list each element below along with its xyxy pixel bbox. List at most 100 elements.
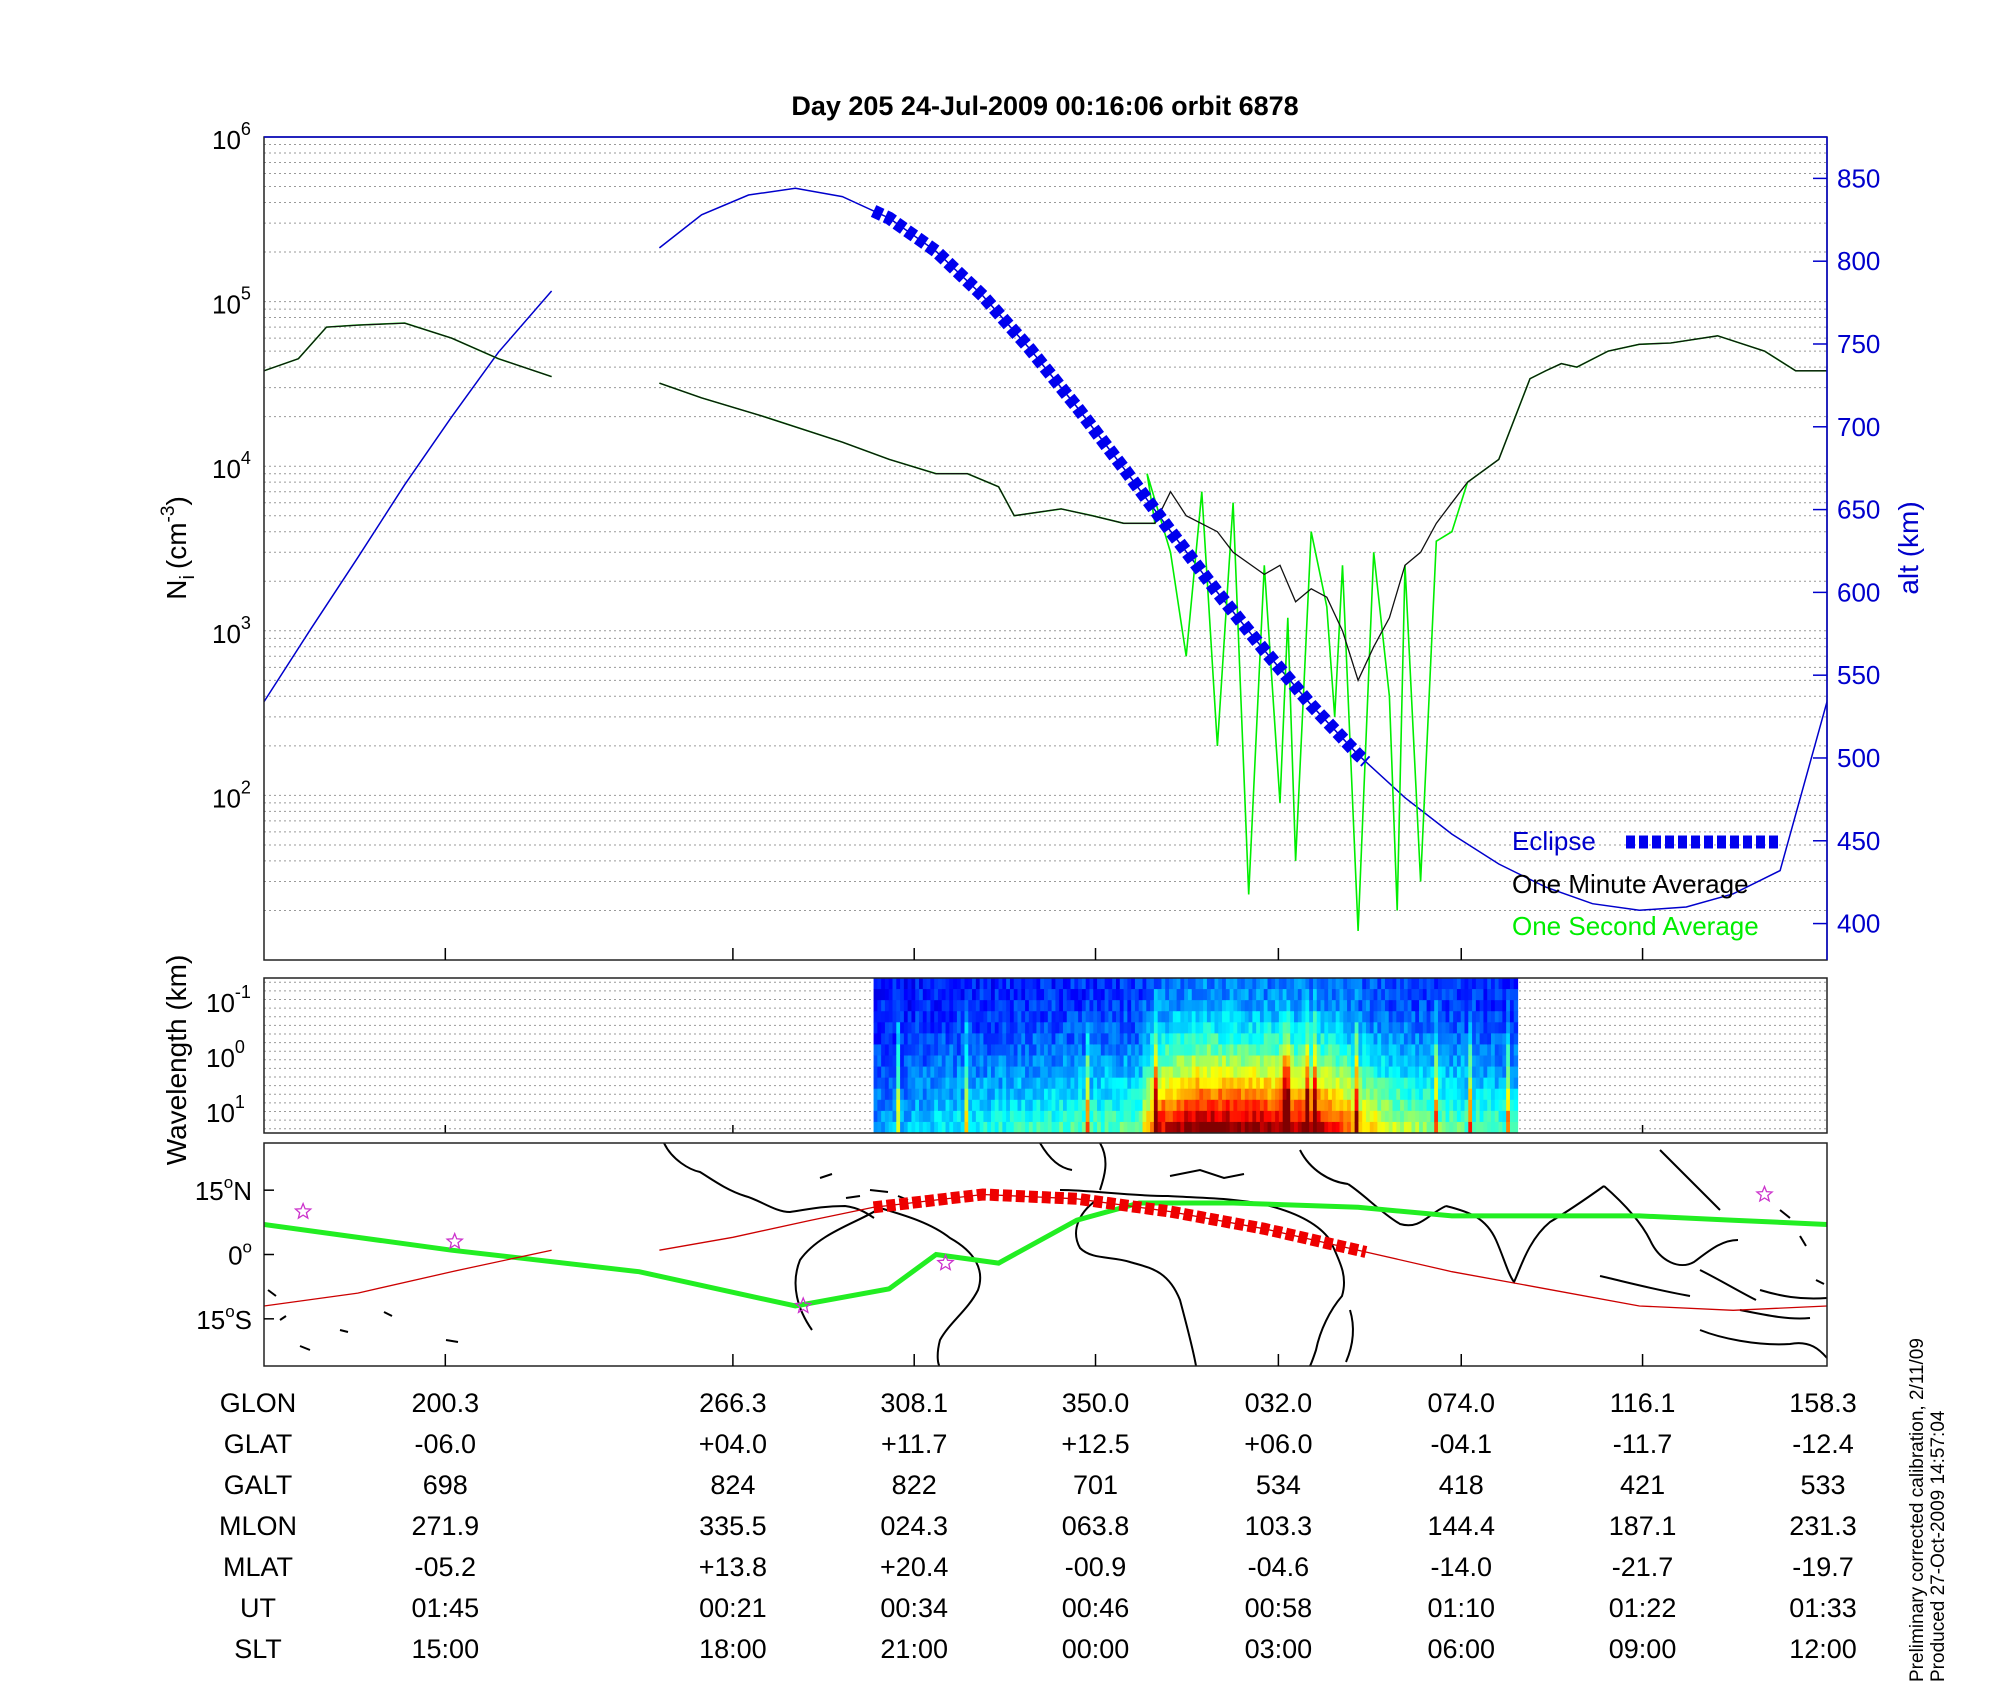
spectrogram-cell: [1172, 1099, 1178, 1112]
chart-title: Day 205 24-Jul-2009 00:16:06 orbit 6878: [791, 91, 1298, 121]
spectrogram-cell: [907, 1033, 913, 1046]
spectrogram-cell: [881, 1044, 886, 1057]
spectrogram-cell: [1275, 1066, 1280, 1079]
spectrogram-cell: [1218, 1110, 1223, 1123]
spectrogram-cell: [1320, 1000, 1325, 1012]
spectrogram-cell: [1203, 1044, 1208, 1057]
spectrogram-cell: [1479, 978, 1485, 990]
spectrogram-cell: [1358, 1022, 1363, 1034]
spectrogram-cell: [1248, 1099, 1253, 1112]
spectrogram-cell: [1210, 1011, 1216, 1023]
spectrogram-cell: [1131, 1055, 1136, 1068]
altitude-tick-label: 400: [1837, 909, 1880, 939]
spectrogram-cell: [1366, 1121, 1371, 1133]
spectrogram-cell: [1483, 989, 1488, 1001]
spectrogram-cell: [907, 1077, 913, 1090]
spectrogram-cell: [1097, 978, 1102, 990]
spectrogram-cell: [1377, 1011, 1382, 1023]
one-minute-line: [264, 322, 1827, 683]
table-cell: 024.3: [880, 1511, 948, 1541]
spectrogram-cell: [1047, 1000, 1053, 1012]
spectrogram-cell: [1494, 978, 1500, 990]
spectrogram-cell: [1297, 1011, 1303, 1023]
spectrogram-cell: [1244, 1044, 1250, 1057]
spectrogram-cell: [1169, 1044, 1174, 1057]
spectrogram-cell: [1513, 1121, 1519, 1133]
spectrogram-cell: [1316, 978, 1322, 990]
spectrogram-cell: [1040, 989, 1045, 1001]
spectrogram-cell: [1384, 1121, 1390, 1133]
spectrogram-cell: [1350, 1066, 1356, 1079]
map-tick-label: 15oN: [195, 1173, 252, 1206]
spectrogram-cell: [1203, 1121, 1208, 1133]
spectrogram-cell: [1104, 1022, 1110, 1034]
spectrogram-cell: [956, 1066, 962, 1079]
spectrogram-cell: [1081, 989, 1087, 1001]
spectrogram-cell: [1123, 1110, 1128, 1123]
spectrogram-cell: [1381, 1011, 1386, 1023]
spectrogram-cell: [1278, 1099, 1284, 1112]
spectrogram-cell: [983, 1022, 988, 1034]
spectrogram-cell: [1059, 1033, 1064, 1046]
table-cell: 09:00: [1609, 1634, 1677, 1664]
spectrogram-cell: [1487, 1077, 1492, 1090]
spectrogram-cell: [1400, 1000, 1405, 1012]
spectrogram-cell: [1396, 1088, 1401, 1101]
table-row-label: GLAT: [224, 1429, 293, 1459]
spectrogram-cell: [1191, 1110, 1197, 1123]
spectrogram-cell: [1085, 1022, 1091, 1034]
spectrogram-cell: [979, 1110, 985, 1123]
spectrogram-cell: [1112, 1022, 1117, 1034]
spectrogram-cell: [1131, 989, 1136, 1001]
calibration-note: Preliminary corrected calibration, 2/11/…: [1907, 1338, 1928, 1682]
spectrogram-cell: [1119, 1011, 1125, 1023]
spectrogram-cell: [922, 1077, 928, 1090]
spectrogram-cell: [1369, 1055, 1375, 1068]
spectrogram-cell: [1290, 1011, 1295, 1023]
spectrogram-cell: [1275, 978, 1280, 990]
spectrogram-cell: [1036, 1055, 1041, 1068]
spectrogram-cell: [960, 1110, 966, 1123]
spectrogram-cell: [1343, 1110, 1348, 1123]
spectrogram-cell: [1472, 1077, 1477, 1090]
spectrogram-cell: [1377, 1110, 1382, 1123]
table-cell: -21.7: [1612, 1552, 1674, 1582]
spectrogram-cell: [956, 1022, 962, 1034]
spectrogram-cell: [1078, 1088, 1083, 1101]
spectrogram-cell: [1498, 1110, 1503, 1123]
spectrogram-cell: [1513, 1066, 1519, 1079]
spectrogram-cell: [1456, 1066, 1462, 1079]
spectrogram-cell: [1119, 1088, 1125, 1101]
spectrogram-cell: [1403, 1121, 1409, 1133]
spectrogram-cell: [1335, 1022, 1341, 1034]
spectrogram-cell: [983, 1033, 988, 1046]
spectrogram-cell: [1422, 989, 1428, 1001]
spectrogram-cell: [1044, 1121, 1049, 1133]
spectrogram-cell: [1138, 989, 1144, 1001]
eclipse-track-line: [872, 1188, 1368, 1258]
spectrogram-cell: [1081, 1099, 1087, 1112]
spectrogram-cell: [1017, 1022, 1022, 1034]
spectrogram-cell: [884, 1000, 890, 1012]
spectrogram-cell: [1491, 1121, 1496, 1133]
spectrogram-cell: [1123, 1044, 1128, 1057]
spectrogram-cell: [1271, 1022, 1276, 1034]
spectrogram-cell: [1157, 989, 1163, 1001]
spectrogram-cell: [1059, 989, 1064, 1001]
spectrogram-cell: [1475, 989, 1481, 1001]
spectrogram-cell: [1294, 978, 1299, 990]
spectrogram-cell: [1009, 1099, 1015, 1112]
table-cell: +11.7: [881, 1429, 947, 1459]
spectrogram-cell: [1225, 1099, 1231, 1112]
spectrogram-cell: [1225, 1033, 1231, 1046]
spectrogram-cell: [1354, 1088, 1360, 1101]
spectrogram-cell: [1369, 1121, 1375, 1133]
spectrogram-cell: [1388, 1088, 1394, 1101]
spectrogram-cell: [994, 1044, 1000, 1057]
spectrogram-cell: [1483, 1066, 1488, 1079]
spectrogram-cell: [1373, 1011, 1378, 1023]
spectrogram-cell: [1350, 1099, 1356, 1112]
spectrogram-cell: [1222, 1000, 1227, 1012]
spectrogram-cell: [1066, 1121, 1072, 1133]
spectrogram-cell: [1403, 1022, 1409, 1034]
